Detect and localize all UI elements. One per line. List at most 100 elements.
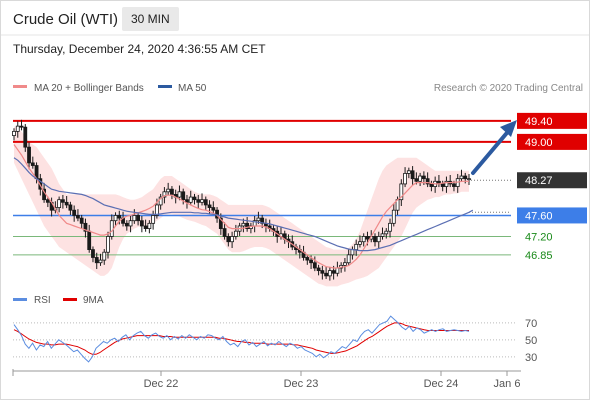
candle-body xyxy=(15,125,20,132)
candle-body xyxy=(94,257,99,264)
candle-body xyxy=(429,183,434,187)
candle-body xyxy=(399,183,404,201)
rsi-tick-labels: 70 50 30 xyxy=(525,318,537,364)
rsi-tick-label: 50 xyxy=(525,335,537,347)
candle-body xyxy=(27,146,31,164)
candle-body xyxy=(331,270,336,274)
candle-body xyxy=(181,191,186,201)
candle-body xyxy=(166,188,171,193)
resistance-label-box xyxy=(517,133,587,150)
instrument-title: Crude Oil (WTI) xyxy=(13,11,118,28)
candle-body xyxy=(256,217,261,222)
candle-body xyxy=(346,254,351,264)
candle-body xyxy=(109,220,114,237)
x-axis-ticks: Dec 22 Dec 23 Dec 24 Jan 6 xyxy=(12,369,521,390)
support-label-box xyxy=(517,207,587,224)
candle-body xyxy=(211,207,216,211)
candle-body xyxy=(327,270,332,277)
ma20-legend-label: MA 20 + Bollinger Bands xyxy=(34,83,144,94)
candle-body xyxy=(425,178,430,185)
candle-body xyxy=(245,222,250,229)
candle-body xyxy=(136,215,140,222)
candle-body xyxy=(196,199,201,203)
candle-body xyxy=(30,162,35,166)
candle-body xyxy=(38,178,43,190)
candle-body xyxy=(128,220,133,227)
candle-body xyxy=(79,217,84,224)
x-tick-label: Dec 22 xyxy=(144,378,179,390)
candle-body xyxy=(324,272,329,277)
rsi-legend-swatch xyxy=(13,298,27,301)
candle-body xyxy=(23,126,28,148)
rsi-gridlines xyxy=(13,322,517,358)
rsi-tick-label: 70 xyxy=(525,318,537,330)
x-tick-label: Jan 6 xyxy=(494,378,521,390)
candle-body xyxy=(452,183,456,187)
ma50-line xyxy=(13,157,474,252)
rsi-line xyxy=(13,315,470,363)
candle-body xyxy=(459,175,464,180)
candle-body xyxy=(151,215,156,224)
candle-body xyxy=(305,257,310,261)
candle-body xyxy=(410,170,415,180)
candlesticks xyxy=(12,119,471,281)
candle-body xyxy=(403,173,407,185)
current-price-label: 48.27 xyxy=(525,175,553,187)
candle-body xyxy=(57,199,62,208)
rsi-legend-label: RSI xyxy=(34,295,51,306)
candle-body xyxy=(64,201,69,206)
timeframe-button[interactable]: 30 MIN xyxy=(122,7,179,31)
x-tick-label: Dec 24 xyxy=(424,378,459,390)
candle-body xyxy=(98,259,103,264)
candle-body xyxy=(391,209,396,224)
forecast-arrow xyxy=(471,120,517,175)
candle-body xyxy=(143,225,148,229)
candle-body xyxy=(158,196,163,206)
candle-body xyxy=(376,236,381,243)
candle-body xyxy=(132,215,137,222)
candle-body xyxy=(87,230,92,250)
candle-body xyxy=(226,236,231,243)
candle-body xyxy=(467,178,471,181)
candle-body xyxy=(72,209,77,216)
candle-body xyxy=(45,199,50,203)
candle-body xyxy=(440,183,445,187)
candle-body xyxy=(350,249,355,256)
candle-body xyxy=(463,175,468,180)
rsi-lines xyxy=(13,315,470,363)
rsi-ma-legend-swatch xyxy=(63,298,77,301)
candle-body xyxy=(316,267,321,272)
candle-body xyxy=(147,222,152,229)
current-price-box xyxy=(517,172,587,189)
candle-body xyxy=(124,222,129,227)
candle-body xyxy=(162,191,167,198)
candle-body xyxy=(233,230,238,237)
rsi-tick-label: 30 xyxy=(525,352,537,364)
candle-body xyxy=(19,125,24,128)
candle-body xyxy=(388,222,392,232)
candle-body xyxy=(361,236,366,243)
candle-body xyxy=(117,215,122,219)
candle-body xyxy=(68,204,73,211)
ma50-legend-swatch xyxy=(158,85,172,88)
candle-body xyxy=(222,228,227,237)
ma50-legend-label: MA 50 xyxy=(178,83,207,94)
candle-body xyxy=(76,215,80,219)
candle-body xyxy=(218,217,223,229)
candle-body xyxy=(365,236,370,240)
arrow-shaft xyxy=(471,126,513,175)
candle-body xyxy=(312,262,317,269)
candle-body xyxy=(335,267,340,274)
candle-body xyxy=(421,175,426,180)
candle-body xyxy=(102,251,107,261)
candle-body xyxy=(444,180,449,187)
candle-body xyxy=(170,188,174,195)
candle-body xyxy=(188,196,193,203)
candle-body xyxy=(309,259,313,264)
resistance-label: 49.00 xyxy=(525,137,553,149)
candle-body xyxy=(241,222,246,227)
candle-body xyxy=(12,130,16,136)
candle-body xyxy=(406,170,411,174)
candle-body xyxy=(60,199,65,203)
